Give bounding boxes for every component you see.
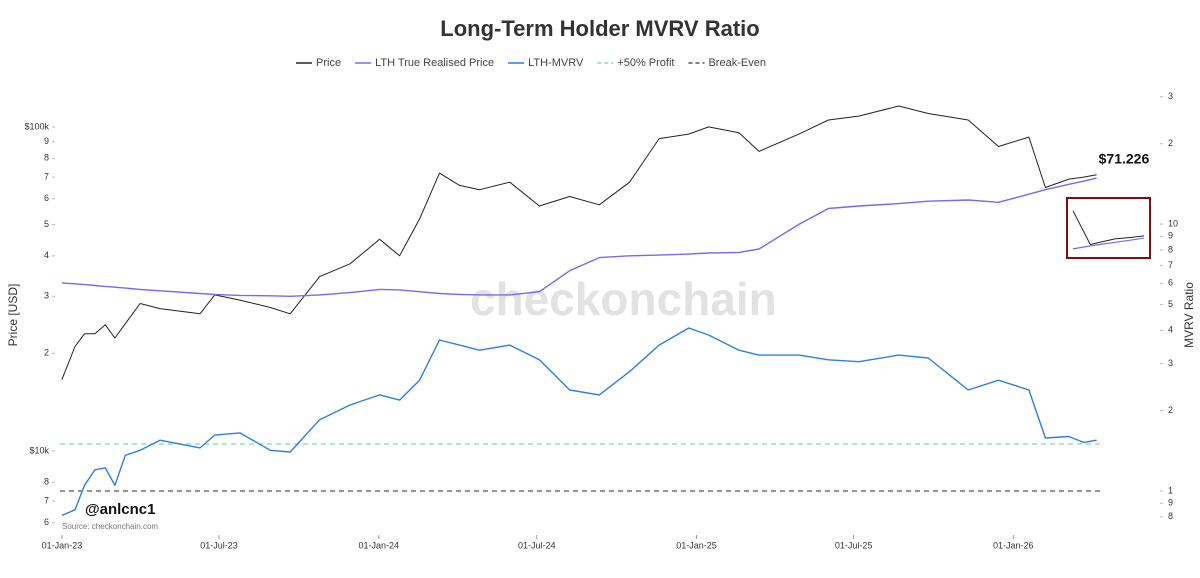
x-tick-label: 01-Jan-26	[993, 540, 1034, 550]
y2-tick-label: 5	[1168, 299, 1173, 309]
y-tick-label: 6	[44, 517, 49, 527]
y2-tick-label: 3	[1168, 91, 1173, 101]
x-tick-label: 01-Jul-25	[835, 540, 873, 550]
y-tick-label: $10k	[29, 445, 49, 455]
y-tick-label: 5	[44, 219, 49, 229]
y2-tick-label: 4	[1168, 325, 1173, 335]
y2-tick-label: 8	[1168, 511, 1173, 521]
y-tick-label: 7	[44, 171, 49, 181]
y-tick-label: 4	[44, 250, 49, 260]
y2-tick-label: 2	[1168, 138, 1173, 148]
y2-tick-label: 9	[1168, 231, 1173, 241]
inset-box	[1066, 197, 1151, 259]
y-tick-label: $100k	[24, 121, 49, 131]
y2-tick-label: 10	[1168, 218, 1178, 228]
y-tick-label: 2	[44, 348, 49, 358]
y2-axis-title: MVRV Ratio	[1182, 282, 1196, 348]
chart-title: Long-Term Holder MVRV Ratio	[440, 16, 759, 41]
y-tick-label: 6	[44, 193, 49, 203]
data-label: $71.226	[1099, 150, 1150, 166]
handle: @anlcnc1	[85, 501, 156, 518]
y2-tick-label: 8	[1168, 244, 1173, 254]
x-tick-label: 01-Jul-24	[518, 540, 556, 550]
x-tick-label: 01-Jan-24	[359, 540, 400, 550]
legend-label: LTH True Realised Price	[375, 57, 494, 69]
x-tick-label: 01-Jan-25	[676, 540, 717, 550]
series-line	[61, 105, 1097, 380]
watermark: checkonchain	[470, 273, 777, 325]
source: Source: checkonchain.com	[62, 522, 158, 531]
y-tick-label: 3	[44, 291, 49, 301]
y-tick-label: 9	[44, 136, 49, 146]
y-axis-title: Price [USD]	[6, 284, 20, 347]
series-line	[61, 327, 1097, 517]
legend-label: +50% Profit	[617, 57, 674, 69]
legend-label: Break-Even	[708, 57, 765, 69]
x-tick-label: 01-Jan-23	[42, 540, 83, 550]
series-line	[61, 177, 1097, 297]
legend-label: LTH-MVRV	[528, 57, 584, 69]
y2-tick-label: 2	[1168, 405, 1173, 415]
inset-line	[1072, 237, 1145, 250]
y-tick-label: 8	[44, 477, 49, 487]
legend-label: Price	[316, 57, 341, 69]
y2-tick-label: 9	[1168, 498, 1173, 508]
x-tick-label: 01-Jul-23	[200, 540, 238, 550]
y-tick-label: 8	[44, 153, 49, 163]
inset-line	[1072, 210, 1145, 245]
y2-tick-label: 7	[1168, 260, 1173, 270]
y2-tick-label: 6	[1168, 278, 1173, 288]
y2-tick-label: 1	[1168, 485, 1173, 495]
y-tick-label: 7	[44, 495, 49, 505]
y2-tick-label: 3	[1168, 358, 1173, 368]
